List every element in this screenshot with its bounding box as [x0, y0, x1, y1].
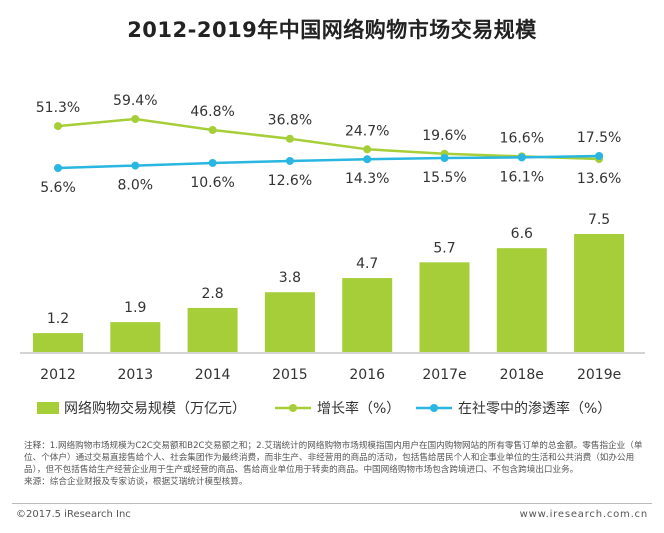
growth-line	[57, 117, 600, 161]
growth-value-label: 13.6%	[577, 171, 621, 187]
growth-value-label: 36.8%	[268, 113, 312, 129]
growth-line-series: 51.3% 59.4% 46.8% 36.8% 24.7% 19.6% 16.6% 13.6%	[36, 93, 622, 187]
growth-point	[131, 115, 140, 123]
x-tick-label: 2014	[195, 367, 231, 383]
penetration-value-label: 8.0%	[118, 178, 154, 194]
chart-title: 2012-2019年中国网络购物市场交易规模	[127, 18, 537, 42]
legend-bar-swatch	[37, 402, 59, 414]
growth-point	[208, 126, 217, 135]
bar	[110, 322, 161, 352]
bar-value-label: 2.8	[201, 286, 223, 302]
note-text: 注释：1.网络购物市场规模为C2C交易额和B2C交易额之和；2.艾瑞统计的网络购…	[24, 441, 643, 475]
legend-growth-label: 增长率（%）	[317, 400, 400, 417]
penetration-point	[208, 158, 217, 167]
footer-website[interactable]: www.iresearch.com.cn	[519, 509, 648, 520]
bar-value-label: 7.5	[588, 212, 610, 228]
penetration-point	[517, 153, 526, 162]
penetration-value-label: 17.5%	[577, 130, 621, 146]
penetration-value-label: 15.5%	[422, 170, 466, 186]
bar	[33, 333, 83, 352]
legend-penetration-label: 在社零中的渗透率（%）	[458, 400, 611, 417]
penetration-value-label: 10.6%	[190, 175, 234, 191]
x-tick-label: 2018e	[500, 367, 544, 383]
penetration-value-label: 16.1%	[500, 169, 544, 185]
chart-note: 注释：1.网络购物市场规模为C2C交易额和B2C交易额之和；2.艾瑞统计的网络购…	[24, 440, 649, 488]
bar	[419, 262, 470, 352]
bar	[264, 292, 315, 352]
x-tick-label: 2013	[117, 367, 153, 383]
growth-value-label: 46.8%	[190, 104, 234, 120]
bar-labels: 1.2 1.9 2.8 3.8 4.7 5.7 6.6 7.5	[47, 212, 610, 327]
bar	[187, 307, 238, 352]
growth-value-label: 19.6%	[422, 128, 466, 144]
footer-divider	[12, 503, 652, 504]
growth-point	[54, 122, 62, 131]
bar-value-label: 3.8	[279, 270, 301, 286]
x-tick-label: 2017e	[422, 367, 466, 383]
legend-bar-label: 网络购物交易规模（万亿元）	[64, 400, 246, 417]
x-tick-label: 2012	[40, 367, 76, 383]
bar-value-label: 4.7	[356, 256, 378, 272]
penetration-value-label: 5.6%	[40, 180, 76, 196]
penetration-point	[131, 161, 140, 170]
penetration-point	[440, 154, 449, 163]
x-tick-labels: 2012 2013 2014 2015 2016 2017e 2018e 2019e	[40, 367, 621, 383]
bar-value-label: 5.7	[433, 240, 455, 256]
penetration-value-label: 12.6%	[268, 173, 312, 189]
growth-value-label: 16.6%	[500, 130, 544, 146]
penetration-point	[54, 164, 62, 172]
bar	[496, 248, 547, 352]
source-text: 来源：综合企业财报及专家访谈，根据艾瑞统计模型核算。	[24, 477, 248, 487]
bar	[342, 278, 393, 352]
penetration-point	[595, 152, 604, 160]
growth-point	[285, 134, 294, 143]
penetration-point	[285, 156, 294, 165]
legend: 网络购物交易规模（万亿元） 增长率（%） 在社零中的渗透率（%）	[37, 400, 611, 417]
penetration-value-label: 14.3%	[345, 171, 389, 187]
x-tick-label: 2015	[272, 367, 308, 383]
bar-value-label: 1.9	[124, 300, 146, 316]
legend-growth-marker	[289, 404, 297, 412]
growth-point	[363, 145, 372, 154]
x-tick-label: 2019e	[577, 367, 621, 383]
bar-series	[33, 234, 625, 352]
penetration-line-series: 5.6% 8.0% 10.6% 12.6% 14.3% 15.5% 16.1% 17.5%	[40, 130, 621, 196]
growth-value-label: 51.3%	[36, 100, 80, 116]
penetration-point	[363, 155, 372, 164]
penetration-line	[57, 154, 600, 170]
footer-copyright: ©2017.5 iResearch Inc	[16, 509, 131, 520]
bar-value-label: 1.2	[47, 311, 69, 327]
growth-value-label: 24.7%	[345, 123, 389, 139]
chart: 1.21.92.83.84.75.76.67.5 2012 2013 2014 201…	[20, 93, 645, 417]
x-tick-label: 2016	[349, 367, 385, 383]
legend-penetration-marker	[430, 404, 438, 412]
growth-value-label: 59.4%	[113, 93, 157, 109]
bar	[574, 234, 625, 352]
bar-value-label: 6.6	[511, 226, 533, 242]
